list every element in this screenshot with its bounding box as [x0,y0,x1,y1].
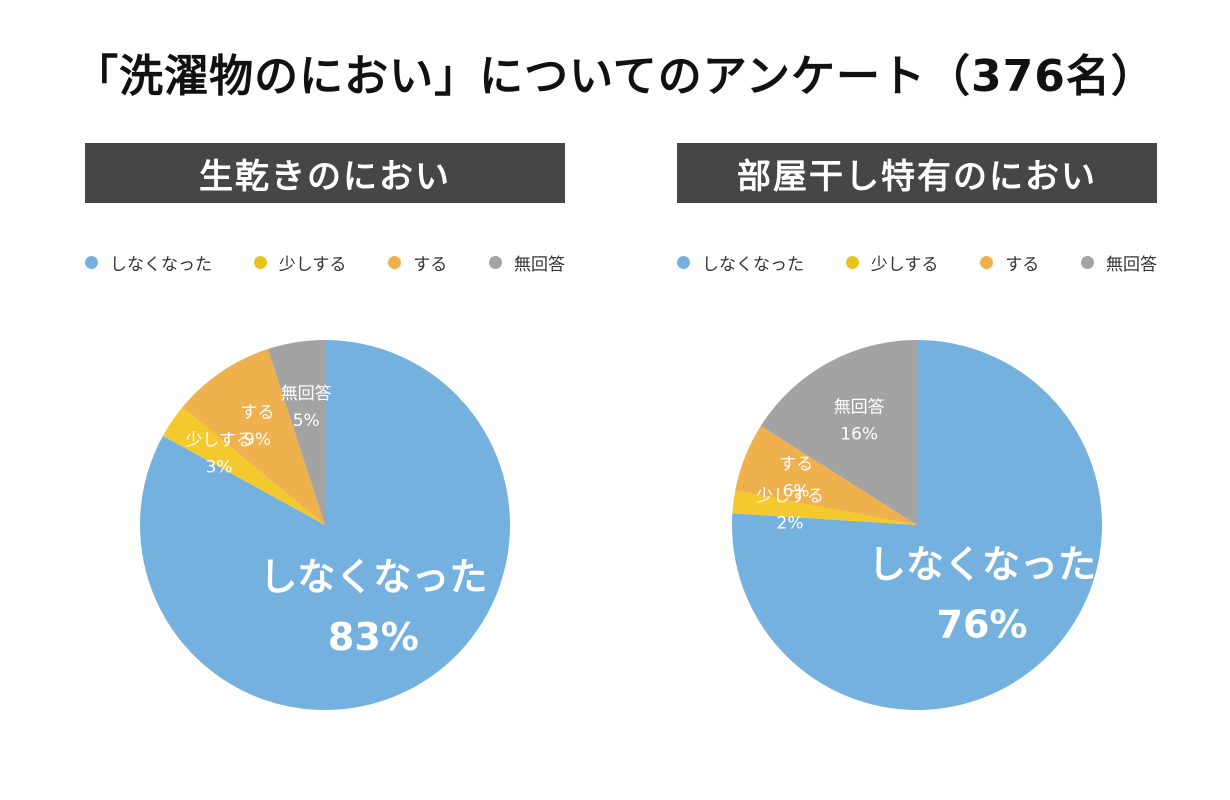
slice-value-little: 2% [777,513,804,533]
chart-panel-nama-kawaki: 生乾きのにおい しなくなった 少しする する 無回答 しなくなった 83% 少しする… [65,0,585,800]
legend-swatch-noanswer [1080,255,1094,269]
slice-none [139,340,510,710]
chart-legend: しなくなった 少しする する 無回答 [85,250,565,275]
chart-legend: しなくなった 少しする する 無回答 [677,250,1157,275]
slice-label-does: する [241,403,275,423]
pie-chart: しなくなった 76% 少しする 2% する 6% 無回答 16% [732,340,1103,710]
legend-label: する [413,254,448,275]
slice-noanswer [267,340,325,525]
legend-label: 少しする [870,254,939,275]
legend-swatch-little [253,255,267,269]
slice-label-little: 少しする [185,431,253,451]
legend-item-noanswer: 無回答 [1080,250,1157,275]
slice-noanswer [760,340,917,525]
legend-swatch-noanswer [488,255,502,269]
slice-value-noanswer: 5% [293,411,320,431]
legend-label: 無回答 [1105,254,1157,275]
chart-title-banner: 部屋干し特有のにおい [677,143,1157,203]
legend-swatch-does [980,255,994,269]
slice-value-does: 9% [244,430,271,450]
slice-label-none: しなくなった [868,543,1096,587]
slice-value-little: 3% [206,458,233,478]
slice-value-none: 76% [937,603,1028,647]
legend-swatch-little [845,255,859,269]
slice-label-none: しなくなった [259,555,487,599]
legend-item-none: しなくなった [85,250,212,275]
legend-item-does: する [388,250,447,275]
slice-does [182,349,325,525]
legend-label: する [1005,254,1040,275]
slice-value-does: 6% [783,482,810,502]
chart-title-banner: 生乾きのにおい [85,143,565,203]
legend-item-noanswer: 無回答 [488,250,565,275]
slice-little [162,407,325,525]
slice-label-does: する [779,455,813,475]
legend-swatch-does [388,255,402,269]
legend-label: 無回答 [513,254,565,275]
legend-item-does: する [980,250,1039,275]
legend-item-none: しなくなった [677,250,804,275]
pie-chart: しなくなった 83% 少しする 3% する 9% 無回答 5% [139,340,510,710]
page-title: 「洗濯物のにおい」についてのアンケート（376名） [74,51,1156,102]
legend-item-little: 少しする [845,250,939,275]
slice-label-little: 少しする [756,486,824,506]
legend-label: 少しする [278,254,347,275]
chart-panel-heyaboshi: 部屋干し特有のにおい しなくなった 少しする する 無回答 しなくなった 76% 少… [657,0,1177,800]
slice-label-noanswer: 無回答 [281,384,332,404]
legend-label: しなくなった [702,254,804,275]
slice-value-noanswer: 16% [840,424,878,444]
slice-label-noanswer: 無回答 [834,397,885,417]
slice-value-none: 83% [328,615,419,659]
legend-swatch-none [85,255,98,269]
slice-does [735,425,917,525]
legend-item-little: 少しする [253,250,347,275]
legend-swatch-none [677,255,690,269]
slice-none [732,340,1103,710]
legend-label: しなくなった [110,254,212,275]
slice-little [732,490,917,525]
